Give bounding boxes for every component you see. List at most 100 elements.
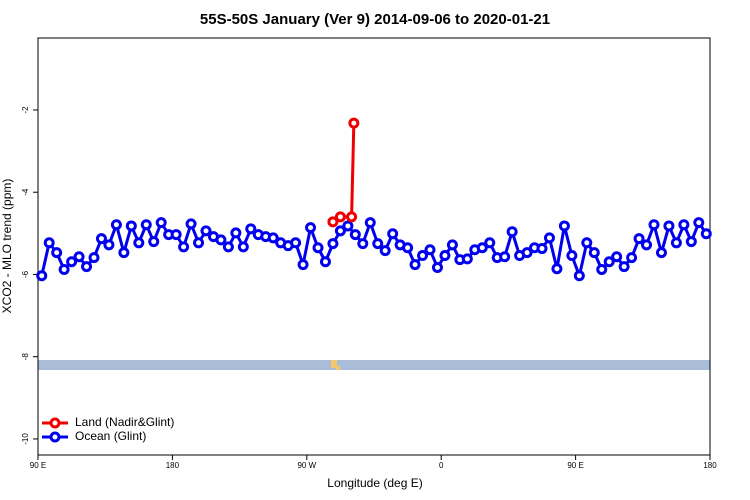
data-point — [312, 242, 324, 254]
data-point — [36, 270, 48, 282]
data-point — [588, 247, 600, 259]
data-point — [155, 217, 167, 229]
data-point — [536, 243, 548, 255]
data-point — [334, 211, 346, 223]
data-point — [641, 239, 653, 251]
data-point — [678, 219, 690, 231]
x-tick-label: 180 — [166, 461, 180, 470]
data-point — [193, 237, 205, 249]
x-tick-label: 180 — [703, 461, 717, 470]
data-point — [215, 234, 227, 246]
legend-label: Ocean (Glint) — [75, 429, 146, 443]
data-point — [349, 229, 361, 241]
x-tick-label: 90 E — [567, 461, 583, 470]
data-point — [573, 270, 585, 282]
data-point — [334, 225, 346, 237]
data-point — [558, 220, 570, 232]
data-point — [267, 232, 279, 244]
data-point — [372, 238, 384, 250]
data-point — [133, 237, 145, 249]
data-point — [327, 216, 339, 228]
data-point — [170, 229, 182, 241]
data-point — [446, 239, 458, 251]
data-point — [581, 237, 593, 249]
data-point — [140, 219, 152, 231]
data-point — [551, 263, 563, 275]
series-line — [332, 123, 356, 224]
data-point — [237, 241, 249, 253]
data-point — [387, 228, 399, 240]
data-point — [297, 259, 309, 271]
data-point — [402, 242, 414, 254]
y-tick-label: -8 — [21, 353, 30, 361]
legend-marker — [49, 431, 61, 443]
y-tick-label: -2 — [21, 106, 30, 114]
x-tick-label: 0 — [439, 461, 444, 470]
data-point — [379, 245, 391, 257]
data-point — [693, 217, 705, 229]
data-point — [348, 117, 360, 129]
data-point — [431, 261, 443, 273]
data-point — [417, 250, 429, 262]
data-point — [103, 239, 115, 251]
data-point — [611, 251, 623, 263]
legend-label: Land (Nadir&Glint) — [75, 415, 174, 429]
x-axis-label: Longitude (deg E) — [327, 476, 422, 490]
data-point — [506, 226, 518, 238]
data-point — [200, 225, 212, 237]
data-point — [148, 236, 160, 248]
data-point — [185, 218, 197, 230]
data-point — [566, 250, 578, 262]
y-tick-label: -10 — [21, 433, 30, 445]
data-point — [484, 237, 496, 249]
land-mark — [336, 366, 340, 370]
data-point — [342, 220, 354, 232]
y-tick-label: -4 — [21, 188, 30, 196]
data-point — [58, 264, 70, 276]
data-point — [499, 251, 511, 263]
data-point — [51, 247, 63, 259]
data-point — [222, 241, 234, 253]
data-point — [118, 247, 130, 259]
data-point — [626, 252, 638, 264]
data-point — [319, 256, 331, 268]
chart-title: 55S-50S January (Ver 9) 2014-09-06 to 20… — [200, 11, 550, 28]
data-point — [178, 241, 190, 253]
data-point — [43, 237, 55, 249]
data-point — [364, 217, 376, 229]
plot-frame — [37, 37, 711, 456]
data-point — [230, 227, 242, 239]
data-point — [439, 250, 451, 262]
data-point — [700, 228, 712, 240]
data-point — [648, 219, 660, 231]
land-mark — [331, 360, 337, 368]
data-point — [305, 222, 317, 234]
data-point — [110, 219, 122, 231]
data-point — [603, 256, 615, 268]
data-point — [663, 220, 675, 232]
x-tick-label: 90 W — [297, 461, 316, 470]
data-point — [245, 223, 257, 235]
x-tick-label: 90 E — [30, 461, 46, 470]
data-point — [476, 242, 488, 254]
data-point — [461, 253, 473, 265]
y-tick-label: -6 — [21, 270, 30, 278]
data-point — [670, 237, 682, 249]
data-point — [357, 238, 369, 250]
data-point — [95, 233, 107, 245]
data-point — [327, 238, 339, 250]
data-point — [424, 244, 436, 256]
legend-marker — [49, 417, 61, 429]
data-point — [66, 256, 78, 268]
data-point — [618, 261, 630, 273]
data-point — [81, 261, 93, 273]
data-point — [125, 220, 137, 232]
data-point — [596, 264, 608, 276]
data-point — [685, 236, 697, 248]
data-point — [88, 252, 100, 264]
data-point — [346, 211, 358, 223]
data-point — [655, 247, 667, 259]
data-point — [543, 232, 555, 244]
surface-band — [38, 360, 710, 370]
